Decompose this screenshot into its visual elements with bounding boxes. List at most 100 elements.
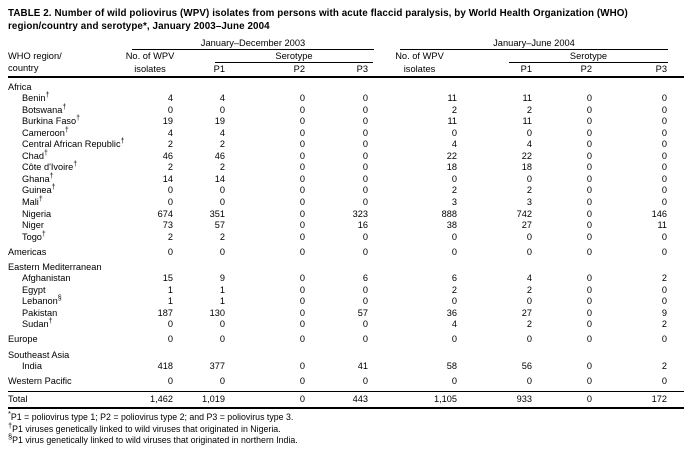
region-row: Americas 0 0 0 0 0 0 0 0 — [8, 247, 684, 259]
value-cell: 742 — [516, 208, 532, 219]
value-cell: 0 — [661, 284, 667, 295]
value-cell: 0 — [526, 296, 532, 307]
footnote-marker: † — [64, 126, 69, 134]
value-cell: 0 — [299, 173, 305, 184]
value-cell: 19 — [162, 116, 173, 127]
row-label: Western Pacific — [8, 376, 120, 388]
value-cell: 0 — [167, 319, 173, 330]
row-label-text: Ghana — [22, 173, 50, 184]
row-label: Africa — [8, 82, 120, 94]
value-cell: 0 — [586, 246, 592, 257]
value-cell: 46 — [214, 150, 225, 161]
value-cell: 58 — [446, 361, 457, 372]
value-cell: 0 — [299, 284, 305, 295]
value-cell: 4 — [526, 139, 532, 150]
value-cell: 4 — [451, 139, 457, 150]
row-label: Botswana† — [8, 104, 120, 117]
value-cell: 0 — [219, 376, 225, 387]
value-cell: 0 — [299, 150, 305, 161]
value-cell: 4 — [219, 93, 225, 104]
value-cell: 0 — [661, 127, 667, 138]
serotype-header-2003: Serotype — [180, 51, 375, 63]
row-label: Eastern Mediterranean — [8, 262, 120, 274]
value-cell: 0 — [219, 334, 225, 345]
value-cell: 0 — [299, 139, 305, 150]
value-cell: 888 — [441, 208, 457, 219]
value-cell: 0 — [586, 196, 592, 207]
table-row: Burkina Faso† 19 19 0 0 11 11 0 0 — [8, 115, 684, 128]
value-cell: 0 — [586, 361, 592, 372]
value-cell: 0 — [451, 296, 457, 307]
value-cell: 9 — [661, 307, 667, 318]
row-label: Ghana† — [8, 173, 120, 186]
table-row: Chad† 46 46 0 0 22 22 0 0 — [8, 150, 684, 163]
value-cell: 0 — [586, 393, 592, 404]
footnote-marker: † — [41, 230, 46, 238]
value-cell: 0 — [362, 296, 368, 307]
value-cell: 56 — [521, 361, 532, 372]
value-cell: 0 — [362, 127, 368, 138]
footnote-marker: † — [38, 195, 43, 203]
value-cell: 1 — [167, 284, 173, 295]
footnote-marker: § — [8, 431, 13, 441]
value-cell: 0 — [299, 307, 305, 318]
value-cell: 0 — [451, 334, 457, 345]
value-cell: 0 — [451, 376, 457, 387]
value-cell: 22 — [521, 150, 532, 161]
value-cell: 2 — [451, 185, 457, 196]
value-cell: 2 — [526, 319, 532, 330]
value-cell: 0 — [661, 296, 667, 307]
row-label: Central African Republic† — [8, 138, 124, 151]
row-label: Total — [8, 394, 120, 406]
row-label-text: Togo — [22, 231, 42, 242]
col-header-p2-2003: P2 — [293, 64, 305, 74]
row-label-text: Guinea — [22, 185, 52, 196]
value-cell: 377 — [209, 361, 225, 372]
value-cell: 4 — [167, 127, 173, 138]
value-cell: 0 — [167, 196, 173, 207]
section-header-row: Africa — [8, 82, 684, 94]
row-label-text: Lebanon — [22, 296, 58, 307]
table-row: Nigeria 674 351 0 323 888 742 0 146 — [8, 209, 684, 221]
value-cell: 2 — [526, 185, 532, 196]
row-label-text: Benin — [22, 93, 46, 104]
row-label: Europe — [8, 334, 120, 346]
value-cell: 0 — [299, 196, 305, 207]
value-cell: 3 — [526, 196, 532, 207]
value-cell: 2 — [219, 231, 225, 242]
value-cell: 933 — [516, 393, 532, 404]
value-cell: 187 — [157, 307, 173, 318]
value-cell: 0 — [299, 393, 305, 404]
value-cell: 73 — [162, 220, 173, 231]
section-header-row: Eastern Mediterranean — [8, 262, 684, 274]
row-label: Egypt — [8, 285, 120, 297]
value-cell: 3 — [451, 196, 457, 207]
row-label-text: Egypt — [22, 284, 46, 295]
value-cell: 22 — [446, 150, 457, 161]
value-cell: 351 — [209, 208, 225, 219]
row-label: Burkina Faso† — [8, 115, 120, 128]
value-cell: 2 — [661, 273, 667, 284]
value-cell: 6 — [451, 273, 457, 284]
value-cell: 0 — [362, 185, 368, 196]
value-cell: 46 — [162, 150, 173, 161]
value-cell: 4 — [219, 127, 225, 138]
footnote-marker: † — [45, 91, 50, 99]
value-cell: 57 — [214, 220, 225, 231]
value-cell: 1,105 — [434, 393, 457, 404]
value-cell: 0 — [661, 173, 667, 184]
value-cell: 0 — [299, 162, 305, 173]
value-cell: 0 — [661, 196, 667, 207]
value-cell: 0 — [451, 173, 457, 184]
value-cell: 0 — [586, 220, 592, 231]
value-cell: 0 — [586, 93, 592, 104]
footnotes: *P1 = poliovirus type 1; P2 = poliovirus… — [8, 410, 684, 446]
value-cell: 2 — [219, 139, 225, 150]
value-cell: 0 — [167, 185, 173, 196]
value-cell: 0 — [586, 273, 592, 284]
isolates-header-2004-line1: No. of WPV — [395, 51, 444, 61]
value-cell: 0 — [586, 104, 592, 115]
value-cell: 0 — [219, 196, 225, 207]
row-label: Afghanistan — [8, 273, 120, 285]
value-cell: 674 — [157, 208, 173, 219]
